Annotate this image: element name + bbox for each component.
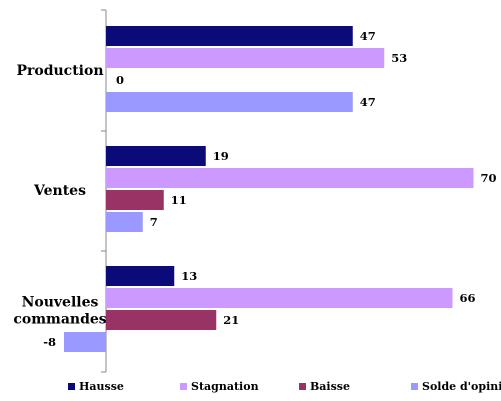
bar-production-solde-d-opinion (106, 92, 353, 112)
bar-ventes-stagnation (106, 168, 474, 188)
legend-label-hausse: Hausse (79, 380, 124, 393)
bar-nouvelles-commandes-hausse (106, 266, 175, 286)
bar-production-stagnation (106, 48, 385, 68)
legend: Hausse Stagnation Baisse Solde d'opinion (68, 380, 501, 393)
legend-swatch-hausse (68, 383, 75, 390)
labels-layer: 47 53 0 47 19 70 11 7 13 66 21 -8 (43, 29, 496, 349)
bars-layer (64, 26, 474, 352)
category-label-ventes: Ventes (33, 183, 86, 199)
data-label-production-stagnation: 53 (391, 51, 407, 65)
legend-label-solde-d-opinion: Solde d'opinion (422, 380, 501, 393)
bar-ventes-solde-d-opinion (106, 212, 143, 232)
data-label-production-hausse: 47 (360, 29, 376, 43)
legend-swatch-baisse (299, 383, 306, 390)
data-label-ventes-stagnation: 70 (481, 171, 497, 185)
data-label-nouvelles-commandes-solde-d-opinion: -8 (43, 335, 56, 349)
data-label-ventes-hausse: 19 (213, 149, 229, 163)
bar-nouvelles-commandes-baisse (106, 310, 217, 330)
category-label-nouvelles-commandes: commandes (13, 312, 106, 328)
bar-nouvelles-commandes-solde-d-opinion (64, 332, 106, 352)
category-label-nouvelles-commandes: Nouvelles (22, 295, 99, 311)
data-label-production-baisse: 0 (116, 73, 124, 87)
category-label-production: Production (16, 63, 103, 79)
data-label-nouvelles-commandes-stagnation: 66 (460, 291, 476, 305)
legend-label-stagnation: Stagnation (191, 380, 259, 393)
bar-production-hausse (106, 26, 353, 46)
data-label-production-solde-d-opinion: 47 (360, 95, 376, 109)
data-label-ventes-solde-d-opinion: 7 (150, 215, 158, 229)
data-label-nouvelles-commandes-hausse: 13 (181, 269, 197, 283)
bar-ventes-hausse (106, 146, 206, 166)
legend-swatch-stagnation (180, 383, 187, 390)
data-label-ventes-baisse: 11 (171, 193, 187, 207)
legend-swatch-solde-d-opinion (411, 383, 418, 390)
data-label-nouvelles-commandes-baisse: 21 (223, 313, 239, 327)
bar-nouvelles-commandes-stagnation (106, 288, 453, 308)
legend-label-baisse: Baisse (310, 380, 350, 393)
bar-ventes-baisse (106, 190, 164, 210)
